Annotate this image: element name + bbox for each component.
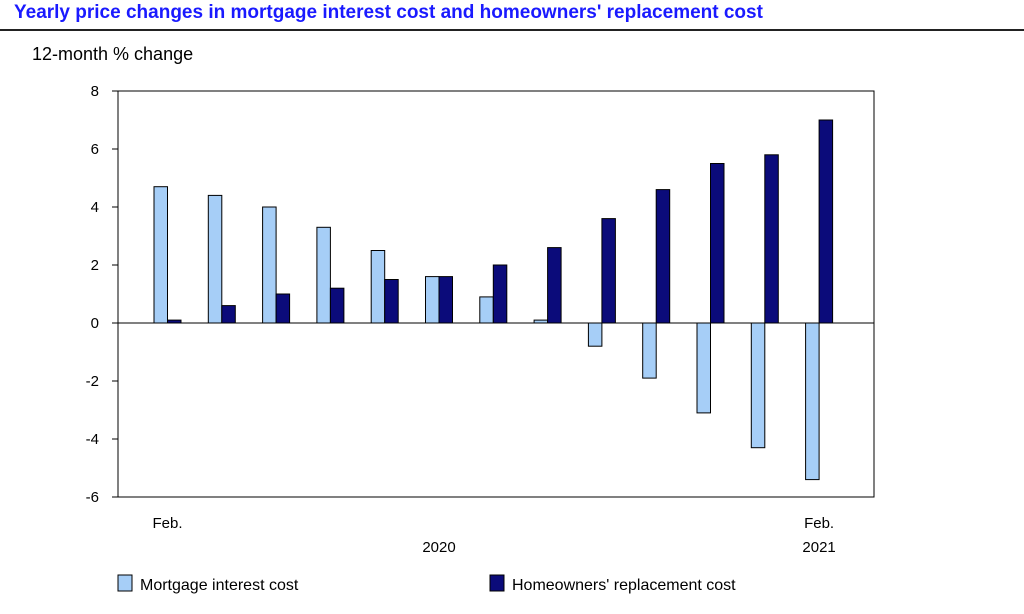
bar-replacement-8 <box>601 218 616 324</box>
x-tick-label: Feb. <box>804 515 834 532</box>
chart-title: Yearly price changes in mortgage interes… <box>14 2 763 23</box>
bars-group <box>153 119 834 481</box>
legend-swatch-mortgage <box>117 574 133 592</box>
bar-replacement-2 <box>275 293 291 324</box>
x-tick-label: Feb. <box>152 515 182 532</box>
y-ticks: 8 6 4 2 0 -2 -4 -6 <box>86 83 118 506</box>
bar-mortgage-10 <box>696 322 711 414</box>
bar-replacement-5 <box>438 276 453 324</box>
x-tick-labels: Feb. 2020 Feb. 2021 <box>152 515 835 556</box>
bar-mortgage-4 <box>370 250 386 324</box>
bar-mortgage-8 <box>587 322 603 347</box>
bar-mortgage-6 <box>479 296 494 324</box>
bar-mortgage-0 <box>153 186 168 324</box>
bar-replacement-6 <box>492 264 508 324</box>
title-divider <box>0 29 1024 31</box>
y-tick-label: 2 <box>91 257 99 274</box>
bar-replacement-12 <box>818 119 834 324</box>
bar-replacement-11 <box>764 154 779 324</box>
bar-replacement-1 <box>221 305 236 324</box>
y-tick-label: 6 <box>91 141 99 158</box>
bar-mortgage-2 <box>262 206 277 324</box>
bar-mortgage-1 <box>207 194 223 324</box>
bar-replacement-10 <box>710 163 725 324</box>
bar-mortgage-9 <box>642 322 657 379</box>
plot-frame <box>117 90 875 498</box>
x-tick-label: 2020 <box>422 539 455 556</box>
bar-replacement-4 <box>384 279 399 324</box>
bar-mortgage-11 <box>750 322 766 449</box>
bar-mortgage-3 <box>316 226 331 324</box>
bar-mortgage-5 <box>425 276 440 324</box>
bar-replacement-3 <box>329 287 345 324</box>
bar-replacement-9 <box>655 189 671 324</box>
x-tick-label: 2021 <box>802 539 835 556</box>
bar-replacement-7 <box>547 247 562 324</box>
legend-swatch-replacement <box>489 574 505 592</box>
y-tick-label: -4 <box>86 431 99 448</box>
legend-label-mortgage: Mortgage interest cost <box>140 577 299 594</box>
y-tick-label: 0 <box>91 315 99 332</box>
y-tick-label: 4 <box>91 199 99 216</box>
bar-mortgage-12 <box>805 322 820 481</box>
y-tick-label: -2 <box>86 373 99 390</box>
y-tick-label: 8 <box>91 83 99 100</box>
legend: Mortgage interest cost Homeowners' replac… <box>117 574 736 594</box>
legend-label-replacement: Homeowners' replacement cost <box>512 577 736 594</box>
y-tick-label: -6 <box>86 489 99 506</box>
y-axis-label: 12-month % change <box>32 44 193 64</box>
